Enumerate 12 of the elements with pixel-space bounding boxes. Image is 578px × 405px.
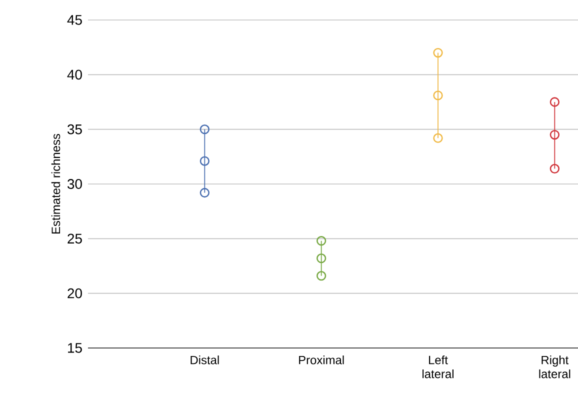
x-tick-label: Proximal <box>299 356 344 364</box>
y-tick-label: 45 <box>67 15 82 25</box>
x-tick-label: Right lateral <box>539 356 570 378</box>
y-tick-label: 35 <box>68 124 82 134</box>
y-axis-title: Estimated richness <box>51 134 60 234</box>
y-tick-label: 30 <box>68 179 82 189</box>
x-tick-label: Distal <box>190 356 219 364</box>
x-tick-label: Left lateral <box>422 356 454 378</box>
y-tick-label: 15 <box>68 343 82 353</box>
y-tick-label: 20 <box>68 288 82 298</box>
y-tick-label: 40 <box>67 70 82 80</box>
y-tick-label: 25 <box>68 234 82 244</box>
